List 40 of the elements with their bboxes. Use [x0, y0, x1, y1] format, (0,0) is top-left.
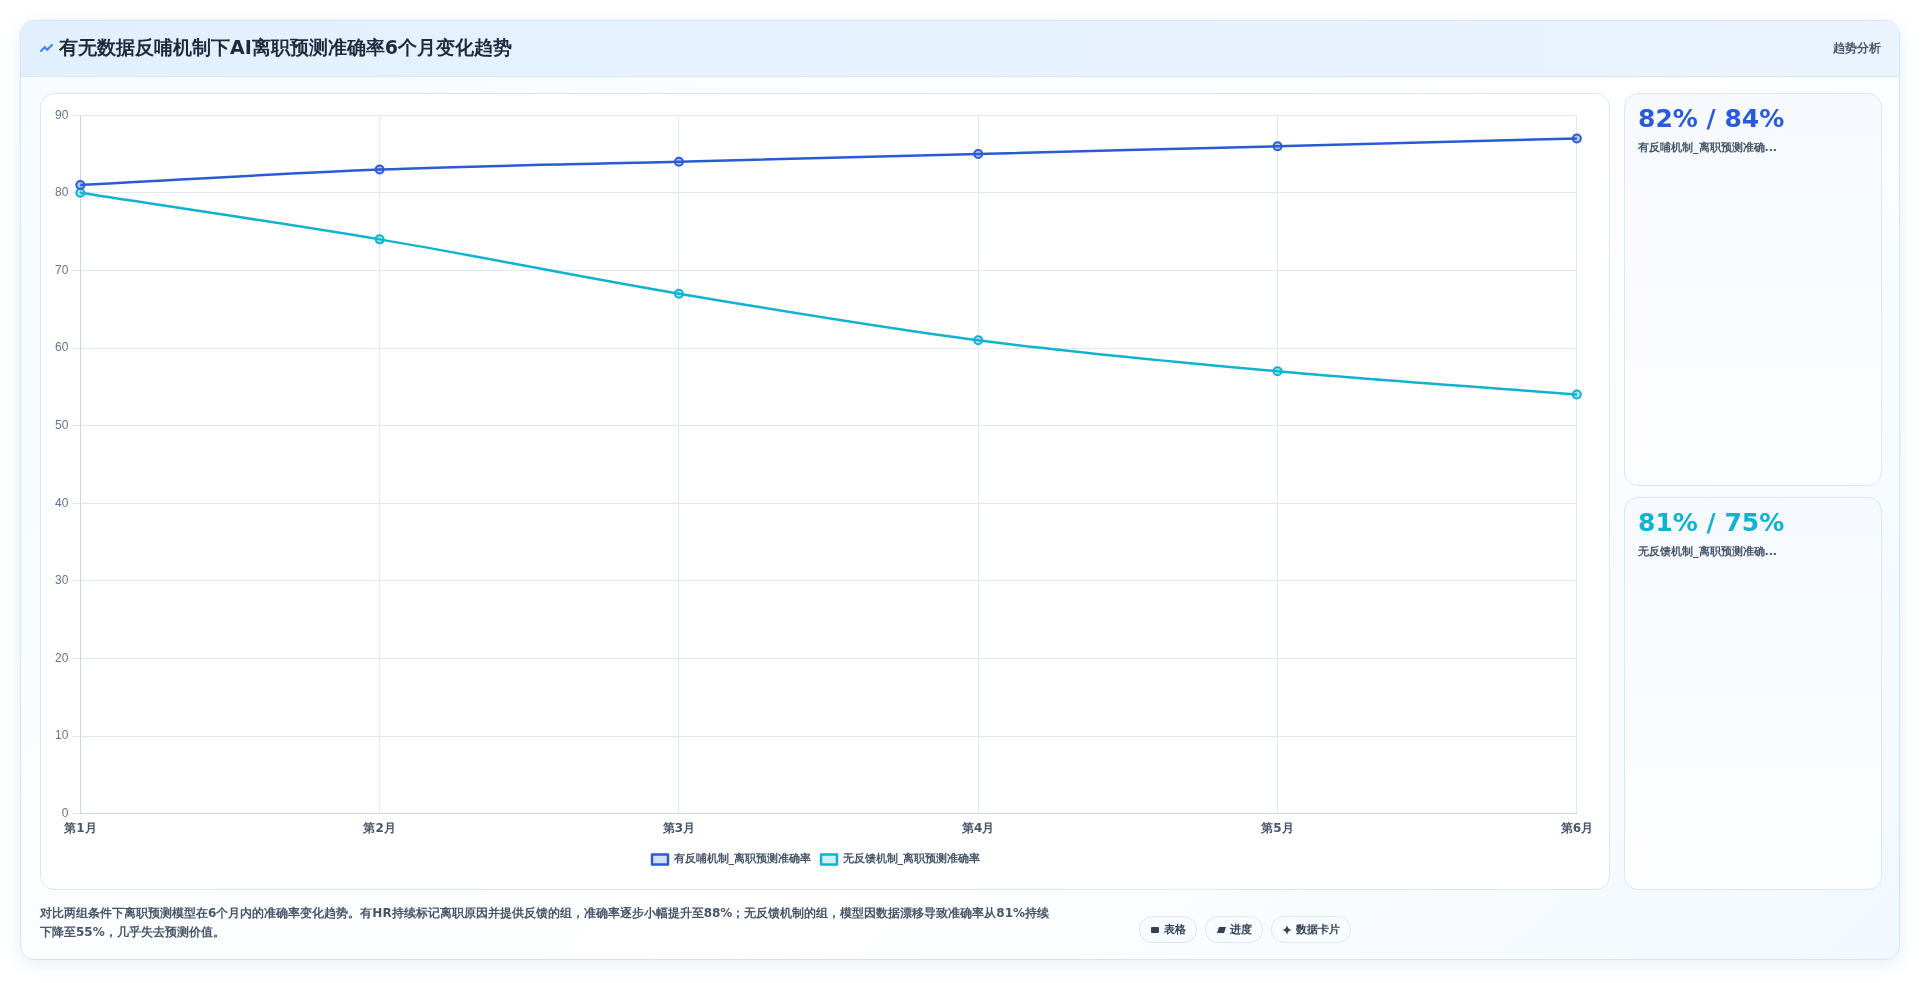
button[interactable]: 表格 [1139, 916, 1197, 943]
text: 有反哺机制_离职预测准确... [1638, 140, 1778, 155]
point [374, 164, 385, 175]
y-tick-label: 20 [54, 650, 69, 665]
y-tick-label: 0 [61, 805, 69, 820]
button[interactable]: 数据卡片 [1271, 916, 1351, 943]
point [673, 288, 684, 299]
y-tick-label: 80 [54, 185, 69, 200]
y-tick-label: 30 [54, 573, 69, 588]
x-tick-label: 第5月 [1260, 820, 1294, 835]
text: 无反馈机制_离职预测准确... [1638, 544, 1778, 559]
legend-label: 无反馈机制_离职预测准确率 [841, 852, 980, 866]
x-tick-label: 第3月 [661, 820, 696, 835]
text: 81% / 75% [1638, 508, 1785, 537]
y-tick-label: 10 [54, 728, 69, 743]
y-tick-label: 40 [54, 495, 69, 510]
point [973, 335, 984, 346]
point [75, 187, 86, 198]
x-tick-label: 第4月 [961, 820, 995, 835]
y-tick-label: 90 [54, 107, 69, 122]
text: 趋势分析 [1833, 40, 1881, 57]
point [1272, 366, 1283, 377]
text: 对比两组条件下离职预测模型在6个月内的准确率变化趋势。有HR持续标记离职原因并提供反馈的组，准确率逐步小幅提升至88%；无反馈机制的组，模型因数据漂移导致准确率从81%持续下降至55%，几乎失去预测价值。 [40, 905, 1051, 941]
y-tick-label: 70 [54, 262, 69, 277]
text: 82% / 84% [1638, 104, 1785, 133]
y-tick-label: 60 [54, 340, 69, 355]
point [1272, 141, 1283, 152]
chart-title: 有无数据反哺机制下AI离职预测准确率6个月变化趋势 [59, 35, 512, 60]
point [973, 149, 984, 159]
x-tick-label: 第1月 [63, 820, 97, 835]
point [75, 180, 86, 191]
button[interactable]: 进度 [1205, 916, 1263, 943]
point [673, 156, 684, 167]
legend-label: 有反哺机制_离职预测准确率 [672, 852, 811, 866]
point [1571, 133, 1582, 144]
point [374, 234, 385, 245]
y-tick-label: 50 [54, 417, 69, 432]
point [1571, 389, 1582, 400]
x-tick-label: 第6月 [1559, 820, 1593, 835]
x-tick-label: 第2月 [362, 820, 396, 835]
